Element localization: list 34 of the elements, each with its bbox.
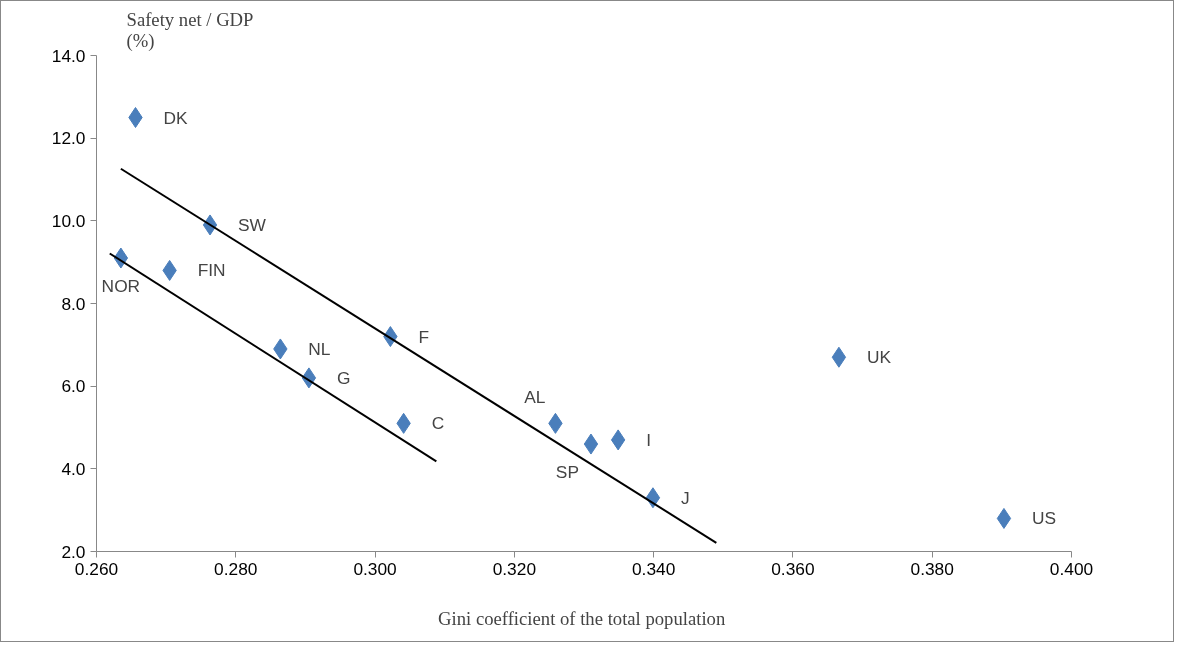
y-tick-label: 10.0 (51, 210, 86, 231)
annotation: G (336, 367, 351, 388)
annotation: C (431, 413, 445, 434)
annotation: I (646, 429, 651, 450)
y-tick-label: 6.0 (61, 376, 86, 397)
x-tick-label: 0.320 (492, 558, 537, 579)
annotation: NL (308, 338, 331, 359)
y-tick-label: 8.0 (61, 293, 86, 314)
x-tick-label: 0.280 (214, 558, 258, 579)
point (128, 107, 143, 128)
annotation: US (1031, 508, 1057, 529)
annotation: FIN (197, 260, 226, 281)
x-tick-label: 0.360 (771, 558, 815, 579)
x-tick-label: 0.340 (631, 558, 676, 579)
annotation: NOR (101, 276, 141, 297)
x-tick-label: 0.300 (353, 558, 397, 579)
annotation: SP (555, 462, 579, 483)
x-tick-label: 0.380 (910, 558, 954, 579)
annotation: J (680, 487, 690, 508)
x-tick-label: 0.400 (1049, 558, 1094, 579)
point (610, 429, 626, 451)
point (996, 507, 1012, 529)
point (831, 346, 847, 368)
annotation: DK (163, 107, 189, 128)
point (583, 433, 599, 455)
annotation: SW (238, 214, 267, 235)
annotation: F (418, 326, 429, 347)
annotation: UK (866, 347, 892, 368)
y-axis-title: Safety net / GDP (%) (126, 8, 254, 52)
x-axis-title: Gini coefficient of the total population (438, 607, 726, 629)
y-tick-label: 4.0 (61, 458, 86, 479)
y-tick-label: 12.0 (51, 128, 86, 149)
annotation: AL (524, 387, 546, 408)
y-tick-label: 14.0 (51, 45, 86, 66)
